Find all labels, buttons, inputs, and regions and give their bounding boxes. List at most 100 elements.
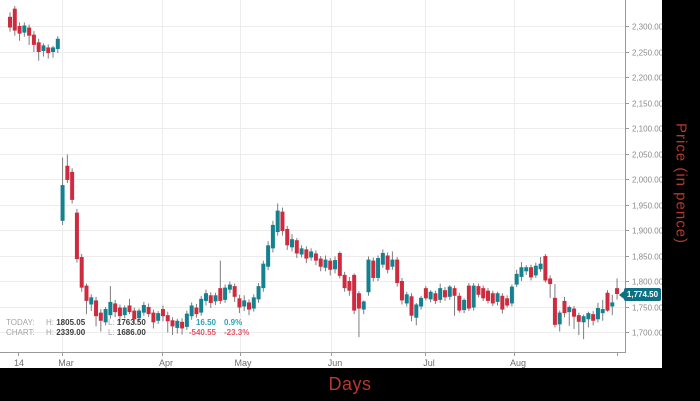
candle-body bbox=[605, 292, 610, 311]
candle-body bbox=[557, 312, 562, 325]
legend-chart-low: L: 1686.00 bbox=[108, 328, 146, 337]
candle-body bbox=[199, 298, 204, 313]
legend-today-change: 16.50 bbox=[195, 318, 216, 327]
candle-body bbox=[342, 274, 347, 289]
candle-body bbox=[275, 210, 280, 233]
candle-body bbox=[476, 286, 481, 295]
candle-body bbox=[117, 307, 122, 317]
candle-body bbox=[447, 286, 452, 297]
candle-body bbox=[419, 297, 424, 307]
candle-body bbox=[595, 308, 600, 320]
candle-body bbox=[180, 321, 185, 329]
candle-body bbox=[203, 293, 208, 301]
candle-body bbox=[156, 313, 161, 321]
candle-body bbox=[313, 253, 318, 261]
candle-body bbox=[232, 286, 237, 297]
candle-body bbox=[294, 240, 299, 254]
candle-body bbox=[442, 290, 447, 298]
x-tick-label: Apr bbox=[159, 358, 173, 368]
candle-body bbox=[256, 286, 261, 300]
candle-body bbox=[481, 288, 486, 299]
candle-body bbox=[170, 320, 175, 327]
candle-body bbox=[127, 305, 132, 313]
x-tick-label: 14 bbox=[14, 358, 24, 368]
candle-body bbox=[8, 16, 12, 28]
candle-body bbox=[184, 313, 189, 327]
y-tick-label: 2,100.00 bbox=[632, 125, 662, 134]
candle-body bbox=[213, 295, 218, 302]
candle-body bbox=[113, 303, 118, 313]
legend-today-low: L: 1763.50 bbox=[108, 318, 146, 327]
candle-body bbox=[390, 259, 395, 267]
candle-body bbox=[438, 288, 443, 300]
candle-body bbox=[309, 251, 314, 258]
y-tick-label: 1,700.00 bbox=[632, 329, 662, 338]
candle-body bbox=[41, 45, 46, 51]
candle-body bbox=[137, 310, 142, 319]
candle-body bbox=[79, 257, 84, 288]
candle-body bbox=[65, 165, 70, 181]
legend-today-label: TODAY: bbox=[6, 318, 35, 327]
candle-body bbox=[103, 309, 108, 323]
candle-body bbox=[428, 291, 433, 300]
candle-body bbox=[84, 285, 89, 301]
candle-body bbox=[361, 301, 366, 310]
y-tick-label: 2,150.00 bbox=[632, 100, 662, 109]
candle-body bbox=[352, 274, 357, 311]
candle-body bbox=[165, 315, 170, 322]
y-tick-label: 2,300.00 bbox=[632, 23, 662, 32]
candle-body bbox=[122, 307, 127, 316]
candle-body bbox=[538, 263, 543, 270]
chart-legend: TODAY: H: 1805.05 L: 1763.50 16.50 0.9% … bbox=[6, 318, 270, 338]
candle-body bbox=[371, 260, 376, 278]
candle-body bbox=[89, 297, 94, 305]
candle-body bbox=[132, 310, 137, 320]
candle-body bbox=[466, 285, 471, 309]
candle-body bbox=[457, 295, 462, 311]
candle-body bbox=[399, 281, 404, 301]
y-tick-label: 1,950.00 bbox=[632, 202, 662, 211]
legend-chart-change-pct: -23.3% bbox=[224, 328, 250, 337]
candle-body bbox=[31, 34, 36, 45]
candle-body bbox=[524, 267, 529, 272]
candle-body bbox=[490, 293, 495, 304]
candle-body bbox=[376, 258, 381, 278]
candle-body bbox=[146, 307, 151, 315]
y-axis-title-band: Price (in pence) bbox=[662, 0, 700, 368]
plot-area[interactable]: 2,300.00 2,250.00 2,200.00 2,150.00 2,100.00… bbox=[0, 0, 662, 368]
candle-body bbox=[385, 255, 390, 270]
legend-chart-change: -540.55 bbox=[188, 328, 216, 337]
candle-body bbox=[218, 288, 223, 301]
y-axis-title: Price (in pence) bbox=[672, 123, 690, 245]
candle-body bbox=[572, 308, 577, 317]
candle-body bbox=[223, 287, 228, 300]
candle-body bbox=[333, 260, 338, 270]
candle-body bbox=[495, 293, 500, 302]
x-tick-label: Mar bbox=[58, 358, 74, 368]
x-axis-title: Days bbox=[328, 374, 372, 394]
candle-body bbox=[208, 295, 213, 303]
candle-body bbox=[74, 212, 79, 260]
candle-body bbox=[586, 313, 591, 320]
candle-body bbox=[514, 273, 519, 285]
candle-body bbox=[194, 307, 199, 315]
candle-body bbox=[380, 252, 385, 265]
candle-body bbox=[285, 228, 290, 246]
candle-body bbox=[60, 185, 65, 221]
candle-body bbox=[581, 316, 586, 323]
legend-today-high: H: 1805.05 bbox=[46, 318, 86, 327]
candle-body bbox=[251, 297, 256, 309]
candle-body bbox=[290, 239, 295, 248]
candle-body bbox=[433, 293, 438, 301]
legend-row-today: TODAY: H: 1805.05 L: 1763.50 16.50 0.9% bbox=[6, 318, 270, 328]
candle-body bbox=[395, 259, 400, 284]
candle-body bbox=[46, 47, 51, 54]
candle-body bbox=[318, 258, 323, 267]
candle-body bbox=[404, 294, 409, 304]
y-tick-label: 1,750.00 bbox=[632, 304, 662, 313]
candle-body bbox=[567, 307, 572, 313]
candle-body bbox=[500, 295, 505, 310]
candle-body bbox=[529, 267, 534, 278]
candle-body bbox=[543, 256, 548, 281]
